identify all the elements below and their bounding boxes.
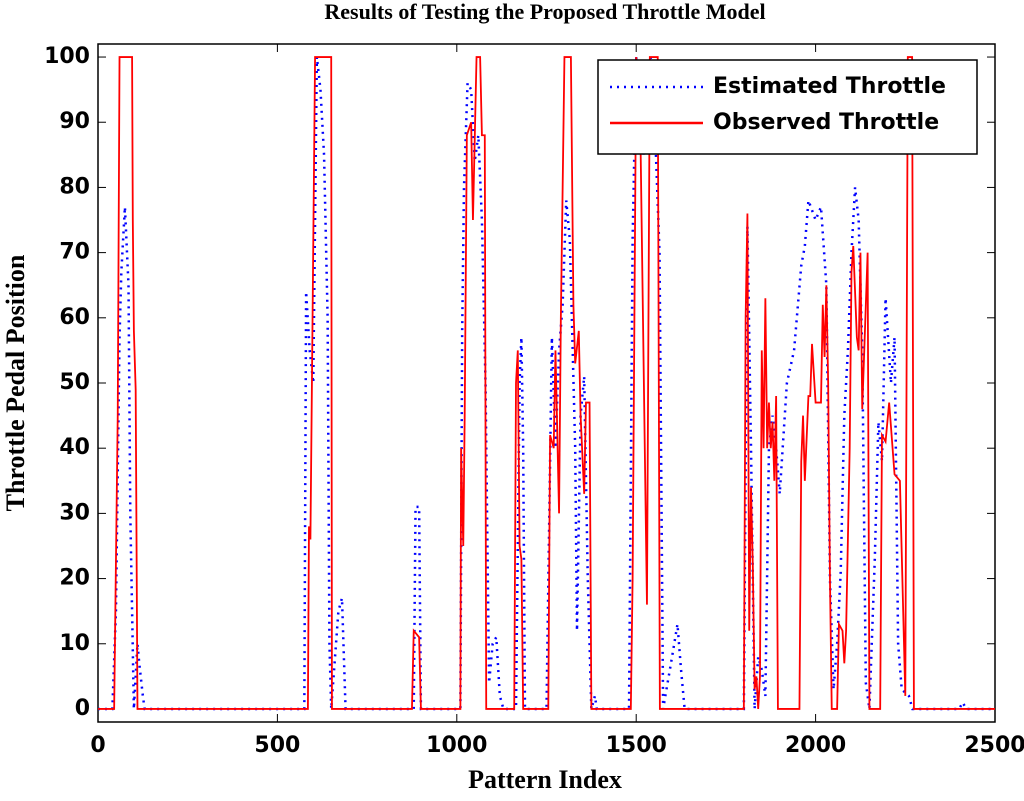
series-line [98,56,995,710]
y-tick-label: 50 [59,370,90,395]
x-tick-label: 1000 [426,733,487,758]
legend-box [597,59,978,155]
y-tick-label: 40 [59,435,90,460]
y-tick-label: 90 [59,109,90,134]
legend-label: Observed Throttle [713,110,939,135]
y-tick-label: 70 [59,240,90,265]
y-axis-label: Throttle Pedal Position [1,254,30,511]
y-tick-label: 10 [59,631,90,656]
y-tick-label: 100 [44,44,90,69]
y-tick-label: 20 [59,566,90,591]
x-axis-label: Pattern Index [468,765,622,794]
y-tick-label: 30 [59,500,90,525]
y-tick-label: 60 [59,305,90,330]
y-tick-label: 0 [75,696,90,721]
y-tick-label: 80 [59,174,90,199]
x-tick-label: 1500 [606,733,667,758]
chart-title: Results of Testing the Proposed Throttle… [324,0,765,24]
series-line [98,56,995,711]
x-tick-label: 0 [90,733,105,758]
x-tick-label: 2000 [785,733,846,758]
x-tick-label: 500 [254,733,300,758]
legend-label: Estimated Throttle [713,74,946,99]
x-tick-label: 2500 [964,733,1024,758]
